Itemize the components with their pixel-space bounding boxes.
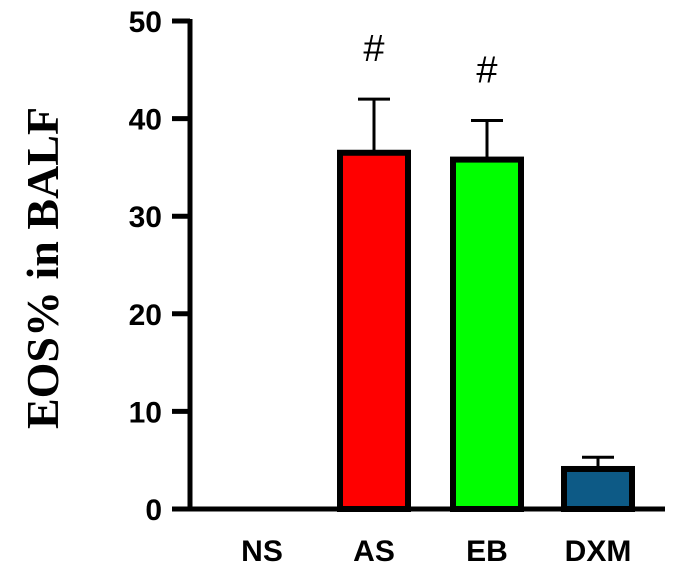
y-tick-label: 40 [129, 104, 162, 137]
x-category-label: AS [353, 535, 395, 568]
y-tick-label: 10 [129, 396, 162, 429]
bar-dxm [561, 465, 635, 513]
x-category-label: EB [466, 535, 508, 568]
bar-as [337, 149, 411, 512]
y-tick-label: 50 [129, 6, 162, 39]
x-category-label: NS [241, 535, 283, 568]
significance-mark: # [363, 28, 384, 70]
significance-mark: # [476, 50, 497, 92]
x-category-label: DXM [565, 535, 632, 568]
y-tick-label: 20 [129, 299, 162, 332]
y-tick-label: 30 [129, 201, 162, 234]
y-axis-title: EOS% in BALF [17, 107, 68, 429]
y-tick-label: 0 [145, 494, 162, 527]
bar-eb [450, 156, 524, 512]
